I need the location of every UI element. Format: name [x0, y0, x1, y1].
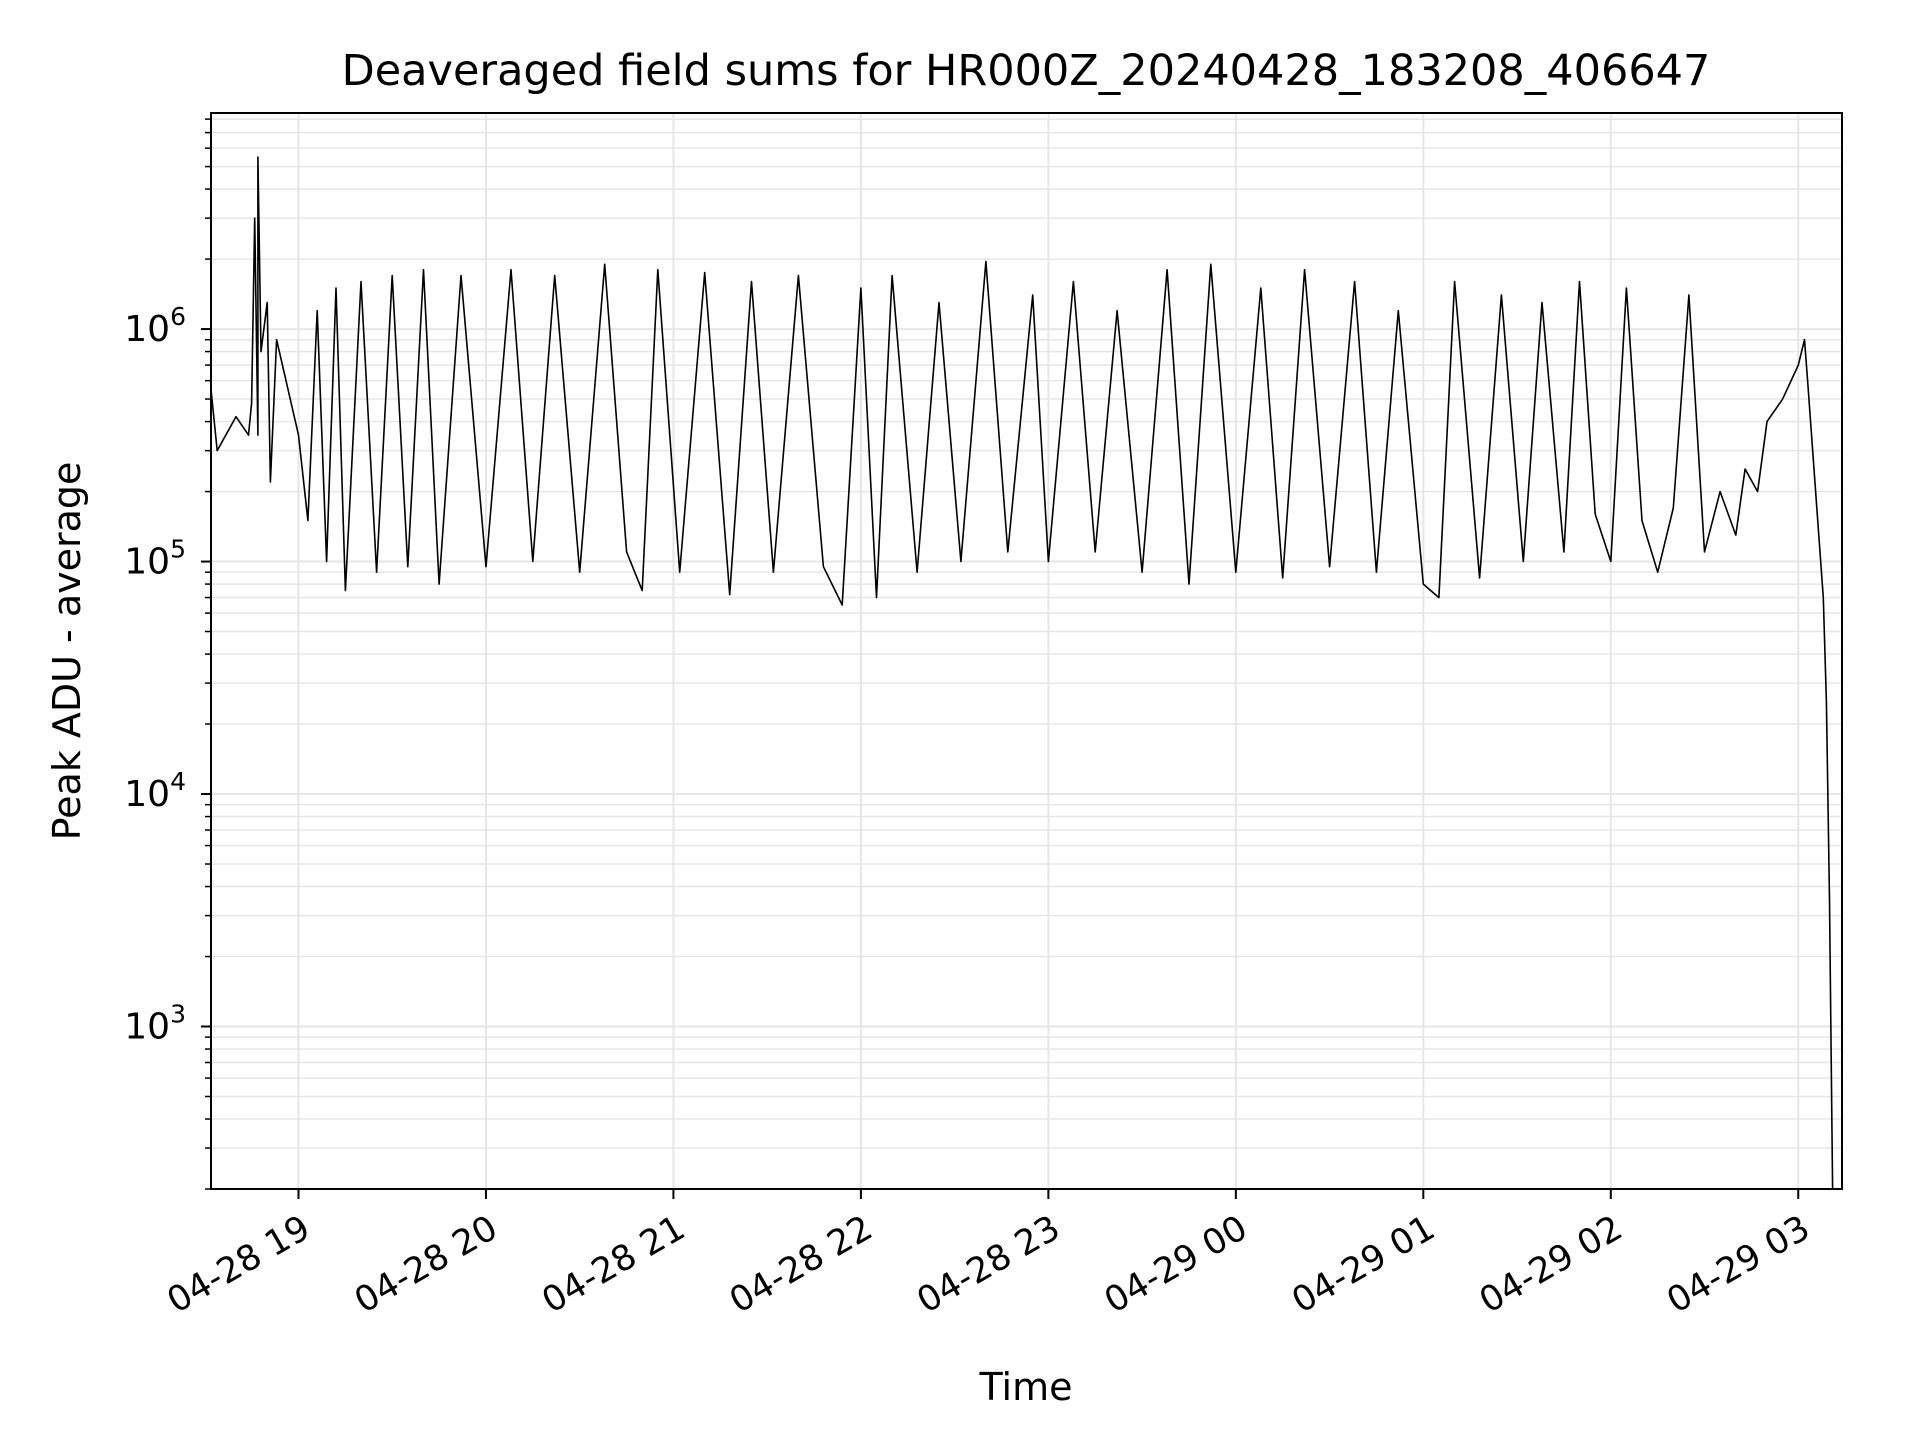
series-layer — [210, 156, 1834, 1190]
y-tick-label: 104 — [124, 767, 186, 815]
plot-frame — [210, 112, 1843, 1190]
y-axis: 103 104 105 106 — [124, 118, 211, 1190]
x-axis-label: Time — [979, 1365, 1073, 1409]
y-tick-label: 106 — [124, 302, 186, 350]
y-tick-label: 105 — [124, 535, 186, 583]
minor-gridlines — [211, 118, 1842, 1190]
major-gridlines — [211, 113, 1842, 1189]
series-line — [210, 156, 1834, 1190]
chart-title: Deaveraged field sums for HR000Z_2024042… — [342, 46, 1711, 96]
y-tick-label: 103 — [124, 1000, 186, 1048]
y-axis-label: Peak ADU - average — [45, 462, 89, 841]
